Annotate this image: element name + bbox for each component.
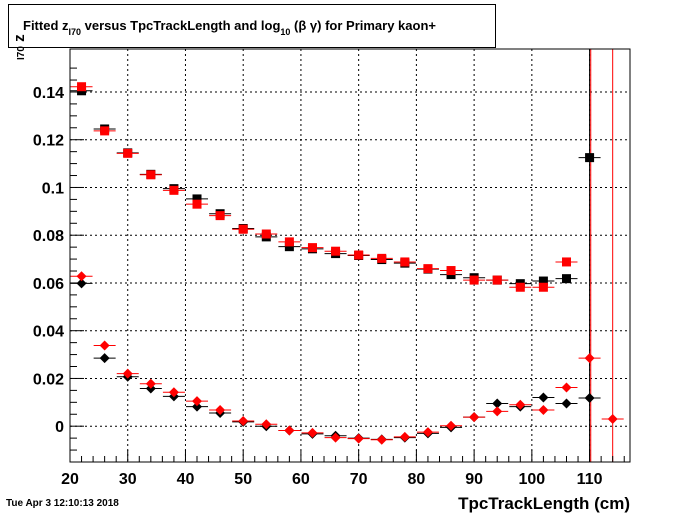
x-tick-label: 100	[519, 471, 546, 488]
diamond-marker	[446, 420, 457, 431]
diamond-marker	[422, 427, 433, 438]
y-tick-label: 0	[55, 419, 64, 436]
title-subscript: I70	[68, 27, 82, 37]
diamond-marker	[607, 414, 618, 425]
title-middle: versus TpcTrackLength and log	[81, 18, 281, 33]
square-marker	[400, 257, 410, 267]
chart-title: Fitted zI70 versus TpcTrackLength and lo…	[23, 18, 436, 37]
square-marker	[585, 153, 595, 163]
square-marker	[515, 282, 525, 292]
x-tick-label: 110	[577, 471, 603, 488]
square-marker	[284, 237, 294, 247]
title-box: Fitted zI70 versus TpcTrackLength and lo…	[8, 4, 496, 48]
diamond-marker	[538, 392, 549, 403]
x-tick-label: 40	[177, 471, 195, 488]
diamond-marker	[99, 340, 110, 351]
y-axis-label-sub: I70	[16, 46, 27, 60]
diamond-marker	[145, 378, 156, 389]
square-marker	[492, 275, 502, 285]
diamond-marker	[469, 412, 480, 423]
title-log-subscript: 10	[280, 27, 291, 37]
diamond-marker	[515, 399, 526, 410]
tick-labels: 20 30 40 50 60 70 80 90 100 110 0 0.02 0.04 0.06 0.08 0…	[33, 85, 603, 488]
x-tick-label: 20	[61, 471, 79, 488]
square-marker	[469, 275, 479, 285]
y-tick-label: 0.12	[33, 133, 64, 150]
diamond-marker	[492, 406, 503, 417]
square-marker	[192, 199, 202, 209]
x-tick-label: 80	[407, 471, 425, 488]
x-tick-label: 70	[350, 471, 368, 488]
square-marker	[215, 211, 225, 221]
square-marker	[377, 253, 387, 263]
y-tick-label: 0.02	[33, 371, 64, 388]
square-marker	[100, 126, 110, 136]
square-marker	[446, 266, 456, 276]
square-marker	[561, 274, 571, 284]
square-marker	[123, 148, 133, 158]
y-tick-label: 0.14	[33, 85, 64, 102]
diamond-marker	[584, 353, 595, 364]
vertical-lines	[589, 49, 614, 462]
square-marker	[307, 243, 317, 253]
x-tick-label: 60	[292, 471, 310, 488]
diamond-marker	[192, 401, 203, 412]
x-axis-label: TpcTrackLength (cm)	[458, 494, 630, 513]
square-marker	[284, 242, 294, 252]
square-marker	[169, 185, 179, 195]
y-tick-label: 0.08	[33, 228, 64, 245]
square-marker	[423, 264, 433, 274]
diamond-marker	[492, 398, 503, 409]
diamond-marker	[99, 353, 110, 364]
y-tick-label: 0.06	[33, 276, 64, 293]
square-marker	[561, 257, 571, 267]
diamond-marker	[122, 368, 133, 379]
title-suffix: (β γ) for Primary kaon+	[290, 18, 436, 33]
diamond-marker	[261, 419, 272, 430]
diamond-marker	[330, 432, 341, 443]
square-marker	[261, 229, 271, 239]
diamond-marker	[238, 415, 249, 426]
diamond-marker	[192, 396, 203, 407]
diamond-marker	[584, 393, 595, 404]
square-marker	[238, 224, 248, 234]
y-tick-label: 0.04	[33, 324, 64, 341]
square-marker	[77, 82, 87, 92]
square-marker	[331, 246, 341, 256]
axis-ticks	[69, 67, 625, 462]
square-marker	[146, 170, 156, 180]
diamond-marker	[376, 434, 387, 445]
title-prefix: Fitted z	[23, 18, 69, 33]
diamond-marker	[561, 382, 572, 393]
diamond-marker	[168, 387, 179, 398]
diamond-marker	[561, 398, 572, 409]
diamond-marker	[538, 404, 549, 415]
y-tick-label: 0.1	[42, 180, 64, 197]
square-marker	[538, 282, 548, 292]
x-tick-label: 50	[234, 471, 252, 488]
x-tick-label: 90	[465, 471, 483, 488]
diamond-marker	[215, 404, 226, 415]
diamond-marker	[399, 431, 410, 442]
x-tick-label: 30	[119, 471, 137, 488]
square-marker	[192, 194, 202, 204]
plot-frame	[69, 48, 631, 463]
diamond-marker	[353, 433, 364, 444]
square-marker	[354, 250, 364, 260]
data-markers	[70, 82, 624, 445]
timestamp: Tue Apr 3 12:10:13 2018	[6, 498, 119, 509]
diamond-marker	[307, 427, 318, 438]
y-axis-label: I70 z	[11, 34, 28, 60]
diamond-marker	[284, 425, 295, 436]
square-marker	[538, 276, 548, 286]
y-axis-label-main: z	[11, 34, 28, 42]
diamond-marker	[76, 271, 87, 282]
